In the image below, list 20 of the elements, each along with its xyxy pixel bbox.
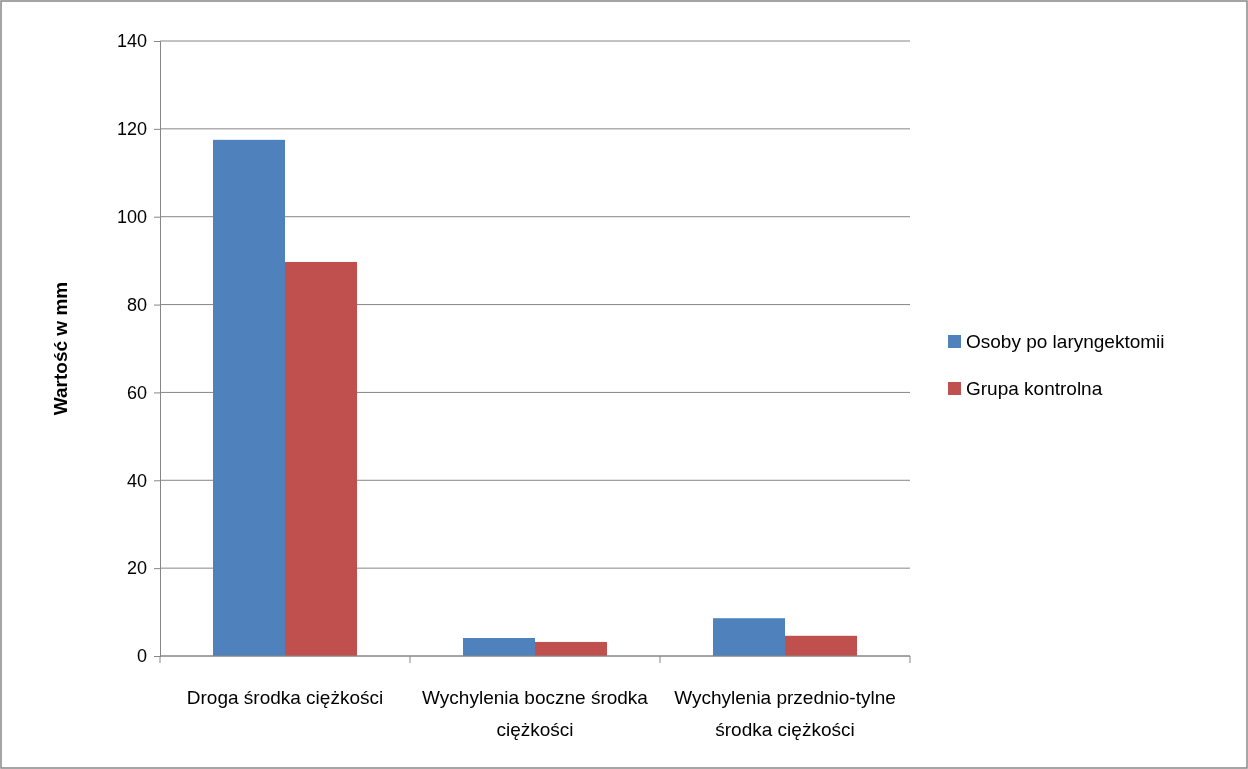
y-tick-label: 20 bbox=[126, 558, 147, 579]
y-tick-label: 0 bbox=[136, 646, 147, 667]
legend-label: Osoby po laryngektomii bbox=[966, 331, 1165, 352]
y-tick-label: 40 bbox=[126, 470, 147, 491]
bar bbox=[213, 139, 285, 656]
bar bbox=[535, 641, 607, 656]
y-tick-label: 140 bbox=[116, 31, 147, 52]
bar bbox=[785, 635, 857, 656]
y-axis-title: Wartość w mm bbox=[50, 281, 71, 416]
y-tick-label: 80 bbox=[126, 294, 147, 315]
legend-label: Grupa kontrolna bbox=[966, 378, 1103, 399]
y-tick-label: 100 bbox=[116, 206, 147, 227]
x-tick-label: Wychylenia przednio-tylne środka ciężkości bbox=[674, 687, 896, 740]
bar bbox=[713, 618, 785, 656]
bar bbox=[285, 261, 357, 656]
y-tick-label: 120 bbox=[116, 119, 147, 140]
bar bbox=[463, 637, 535, 656]
x-tick-label: Droga środka ciężkości bbox=[186, 687, 384, 708]
x-tick-label: Wychylenia boczne środka ciężkości bbox=[422, 687, 649, 740]
y-tick-label: 60 bbox=[126, 382, 147, 403]
